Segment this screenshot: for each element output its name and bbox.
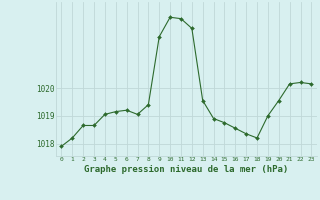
X-axis label: Graphe pression niveau de la mer (hPa): Graphe pression niveau de la mer (hPa) — [84, 165, 289, 174]
